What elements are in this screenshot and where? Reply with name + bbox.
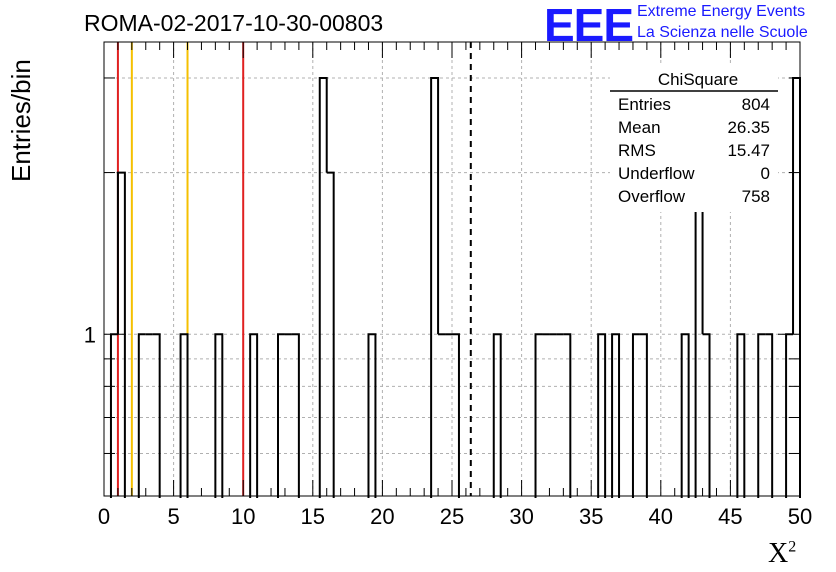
- histogram-bin: [792, 76, 801, 498]
- x-axis-label-superscript: 2: [788, 538, 797, 556]
- stats-row-value: 0: [761, 164, 770, 183]
- histogram-bin: [492, 333, 502, 498]
- histogram-bin: [765, 333, 774, 498]
- eee-logo: EEE: [544, 0, 634, 51]
- histogram-bin: [291, 333, 300, 498]
- histogram-bin: [137, 333, 146, 498]
- histogram-bin: [326, 171, 335, 498]
- y-tick-label: 1: [84, 322, 96, 347]
- x-tick-label: 0: [98, 504, 110, 529]
- marker-lines: [116, 42, 472, 496]
- histogram-bin: [367, 333, 377, 498]
- histogram-bin: [702, 333, 711, 498]
- histogram-bin: [563, 333, 572, 498]
- stats-row-label: Underflow: [618, 164, 695, 183]
- stats-row-label: Overflow: [618, 187, 686, 206]
- stats-box-title: ChiSquare: [658, 70, 738, 89]
- histogram-bin: [152, 333, 161, 498]
- x-tick-label: 30: [509, 504, 533, 529]
- stats-row-value: 15.47: [727, 141, 770, 160]
- x-tick-label: 45: [718, 504, 742, 529]
- histogram-bin: [452, 333, 460, 498]
- x-tick-label: 10: [231, 504, 255, 529]
- histogram-bin: [277, 333, 285, 498]
- x-tick-label: 20: [370, 504, 394, 529]
- histogram-bin: [631, 333, 640, 498]
- histogram-bin: [736, 333, 746, 498]
- axis-ticks: 0 5 10 15 20 25 30 35 40 45 50 1: [84, 42, 812, 529]
- x-tick-label: 35: [579, 504, 603, 529]
- histogram-bin: [680, 333, 690, 498]
- stats-row-label: RMS: [618, 141, 656, 160]
- stats-row-label: Entries: [618, 95, 671, 114]
- histogram-bin: [214, 333, 224, 498]
- histogram-bin: [694, 171, 704, 498]
- x-axis-label-symbol: X: [768, 538, 789, 569]
- histogram-bin: [534, 333, 543, 498]
- stats-row-value: 804: [742, 95, 770, 114]
- stats-box: ChiSquare Entries 804 Mean 26.35 RMS 15.47 Unde…: [610, 64, 778, 212]
- histogram-bin: [639, 333, 648, 498]
- x-tick-label: 25: [440, 504, 464, 529]
- histogram-bin: [179, 333, 189, 498]
- histogram-bin: [318, 76, 328, 498]
- chart-title: ROMA-02-2017-10-30-00803: [84, 10, 384, 36]
- stats-box-background: [610, 64, 778, 212]
- histogram-bins: [109, 76, 801, 498]
- x-axis-label: X2: [768, 538, 796, 570]
- histogram-bin: [249, 333, 259, 498]
- logo-caption-line1: Extreme Energy Events: [637, 3, 806, 20]
- stats-row-value: 26.35: [727, 118, 770, 137]
- histogram-bin: [757, 333, 766, 498]
- histogram-bin: [597, 333, 607, 498]
- histogram-bin: [611, 333, 621, 498]
- x-tick-label: 15: [301, 504, 325, 529]
- stats-row-label: Mean: [618, 118, 661, 137]
- histogram-bin: [116, 171, 126, 498]
- logo-caption-line2: La Scienza nelle Scuole: [637, 24, 808, 41]
- x-tick-label: 50: [788, 504, 812, 529]
- stats-row-value: 758: [742, 187, 770, 206]
- x-tick-label: 40: [649, 504, 673, 529]
- histogram-bin: [430, 76, 440, 498]
- x-tick-label: 5: [167, 504, 179, 529]
